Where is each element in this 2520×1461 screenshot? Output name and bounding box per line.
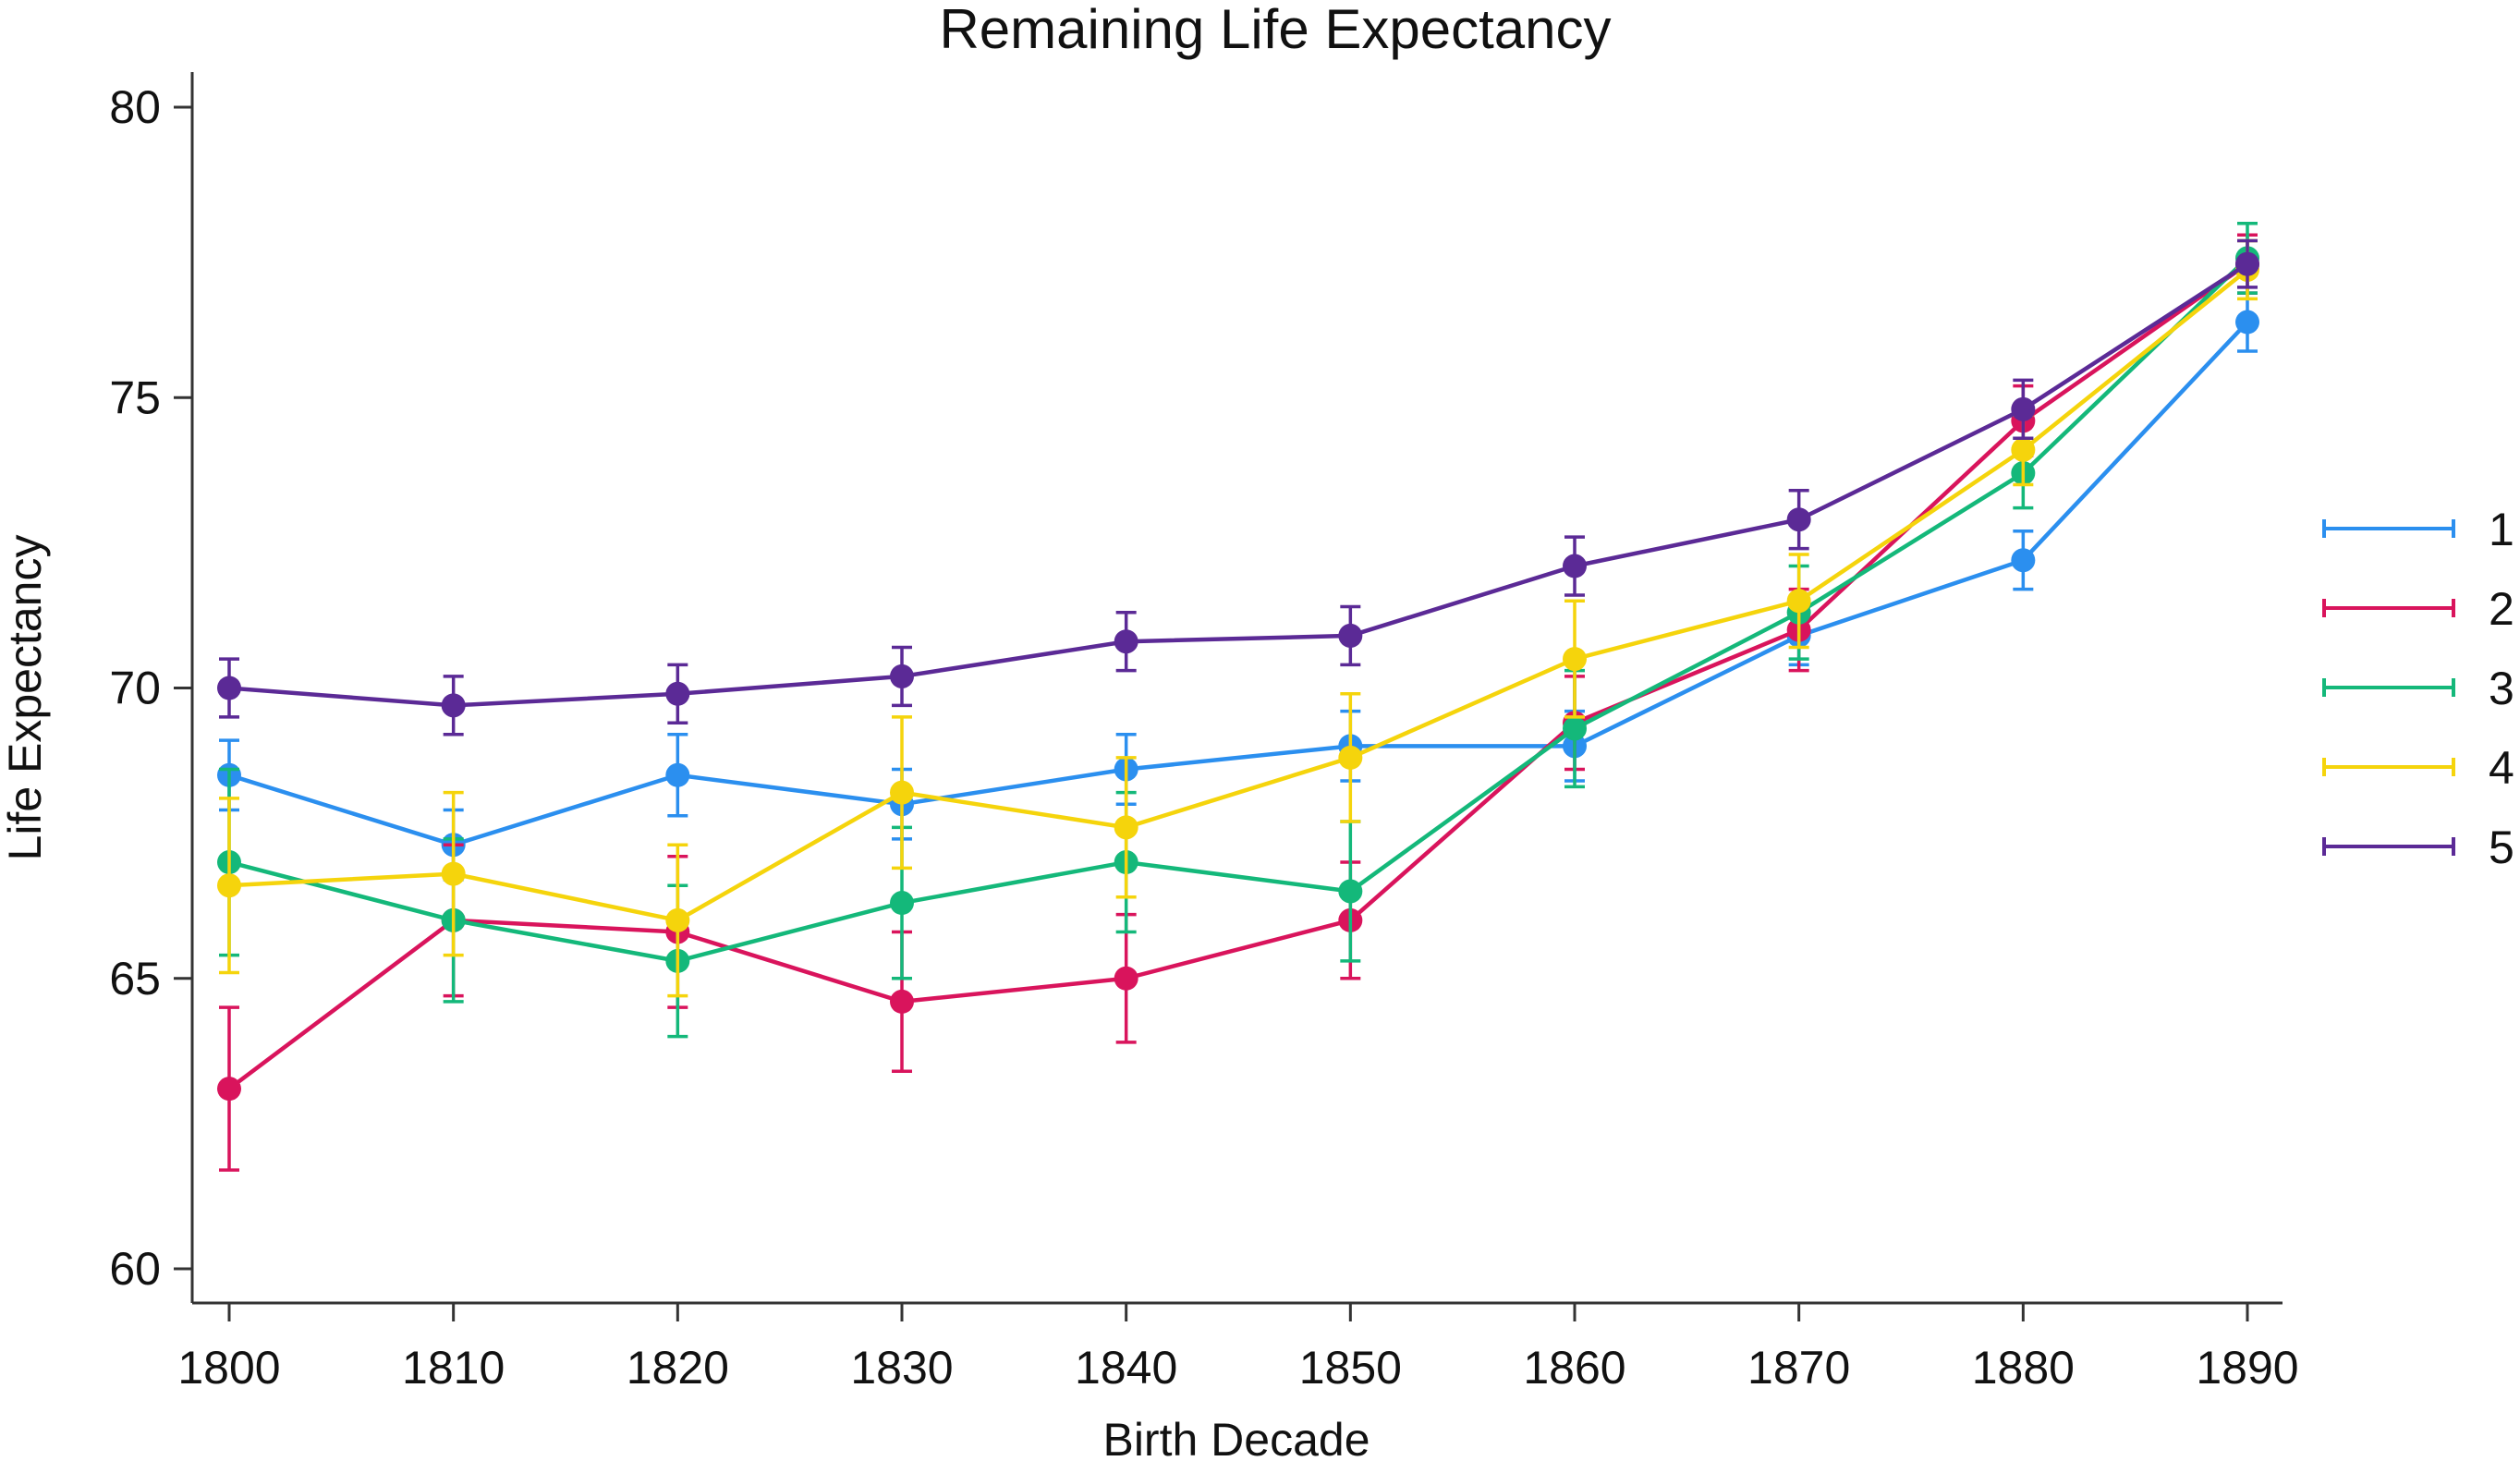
data-point [890, 664, 914, 688]
series-4 [217, 238, 2259, 998]
series-line-2 [227, 262, 2249, 1090]
data-point [1786, 589, 1811, 614]
legend-item-1: 1 [2322, 504, 2514, 555]
data-point [217, 676, 241, 700]
series-3 [217, 221, 2259, 1039]
data-point [1563, 647, 1587, 672]
x-tick-label: 1830 [850, 1342, 953, 1394]
data-point [217, 1077, 241, 1102]
x-tick-label: 1890 [2196, 1342, 2298, 1394]
data-point [441, 861, 466, 886]
data-point [665, 907, 690, 932]
data-point [665, 762, 690, 787]
data-point [1114, 815, 1138, 840]
data-point [665, 681, 690, 706]
y-tick-label: 80 [109, 81, 161, 133]
plot-area [217, 221, 2259, 1172]
data-point [1786, 507, 1811, 532]
y-axis-label: Life Expectancy [0, 535, 51, 861]
legend-label: 3 [2489, 663, 2514, 714]
data-point [1563, 716, 1587, 741]
x-axis-label: Birth Decade [1102, 1414, 1370, 1461]
data-point [1563, 554, 1587, 578]
series-line-1 [228, 321, 2249, 847]
data-point [890, 989, 914, 1014]
y-tick-label: 60 [109, 1243, 161, 1295]
x-tick-label: 1800 [177, 1342, 280, 1394]
x-tick-label: 1820 [627, 1342, 729, 1394]
data-point [1338, 745, 1363, 770]
x-tick-label: 1870 [1747, 1342, 1850, 1394]
x-tick-label: 1810 [402, 1342, 505, 1394]
x-tick-label: 1850 [1299, 1342, 1402, 1394]
legend-item-2: 2 [2322, 583, 2514, 635]
x-tick-label: 1840 [1075, 1342, 1177, 1394]
legend-item-4: 4 [2322, 742, 2514, 794]
legend: 1 2 3 4 5 [2322, 504, 2514, 873]
data-point [1114, 966, 1138, 991]
y-tick-label: 70 [109, 663, 161, 714]
series-line-3 [228, 256, 2249, 964]
legend-item-3: 3 [2322, 663, 2514, 714]
series-line-4 [228, 268, 2249, 923]
data-point [890, 780, 914, 805]
data-point [1338, 623, 1363, 648]
y-tick-label: 65 [109, 953, 161, 1004]
legend-label: 1 [2489, 504, 2514, 555]
y-tick-label: 75 [109, 371, 161, 423]
x-tick-label: 1860 [1523, 1342, 1625, 1394]
x-tick-label: 1880 [1972, 1342, 2075, 1394]
data-point [2011, 437, 2036, 462]
data-point [1338, 879, 1363, 904]
series-line-5 [228, 262, 2249, 708]
series-5 [217, 238, 2259, 737]
legend-label: 5 [2489, 822, 2514, 873]
data-point [2235, 251, 2259, 276]
legend-item-5: 5 [2322, 822, 2514, 873]
data-point [217, 873, 241, 898]
legend-label: 2 [2489, 583, 2514, 635]
data-point [1114, 629, 1138, 654]
data-point [2235, 310, 2259, 335]
data-point [2011, 548, 2036, 573]
axes: 60 65 70 75 80 1800 1810 1820 1830 1840 1850 1860 18… [109, 72, 2299, 1394]
chart-title: Remaining Life Expectancy [939, 0, 1611, 60]
data-point [2011, 396, 2036, 421]
data-point [890, 891, 914, 916]
legend-label: 4 [2489, 742, 2514, 794]
data-point [441, 693, 466, 718]
